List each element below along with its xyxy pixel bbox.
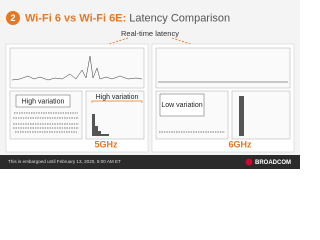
logo: BROADCOM	[255, 160, 291, 166]
histogram-bars	[239, 96, 244, 136]
histogram-bars	[92, 114, 109, 136]
line-chart-screenshot	[155, 47, 291, 89]
latency-trace	[11, 55, 143, 81]
note-box	[15, 94, 71, 108]
callout: Real-time latency	[121, 29, 179, 38]
note: High variation	[22, 98, 65, 105]
number: 2	[10, 13, 15, 23]
line-chart-screenshot	[9, 47, 145, 89]
title-bold: Wi-Fi 6 vs Wi-Fi 6E:	[25, 12, 126, 24]
note: Low variation	[161, 102, 202, 109]
title-rest: Latency Comparison	[129, 12, 230, 24]
title: Wi-Fi 6 vs Wi-Fi 6E: Latency Comparison	[25, 12, 230, 24]
embargo: This is embargoed until February 13, 202…	[8, 159, 121, 164]
panel-6ghz: Low variation 6GHz	[151, 43, 295, 153]
number-badge	[6, 11, 20, 25]
slide: 2 Wi-Fi 6 vs Wi-Fi 6E: Latency Comparison…	[0, 0, 300, 169]
panel-5ghz: High variation High variation 5GHz	[5, 43, 149, 153]
band-label: 6GHz	[228, 139, 252, 149]
footer	[0, 155, 300, 169]
note: High variation	[96, 94, 139, 101]
note-box	[159, 93, 205, 117]
note-bracket	[91, 100, 143, 103]
logo-mark	[245, 158, 253, 166]
band-label: 5GHz	[94, 139, 118, 149]
